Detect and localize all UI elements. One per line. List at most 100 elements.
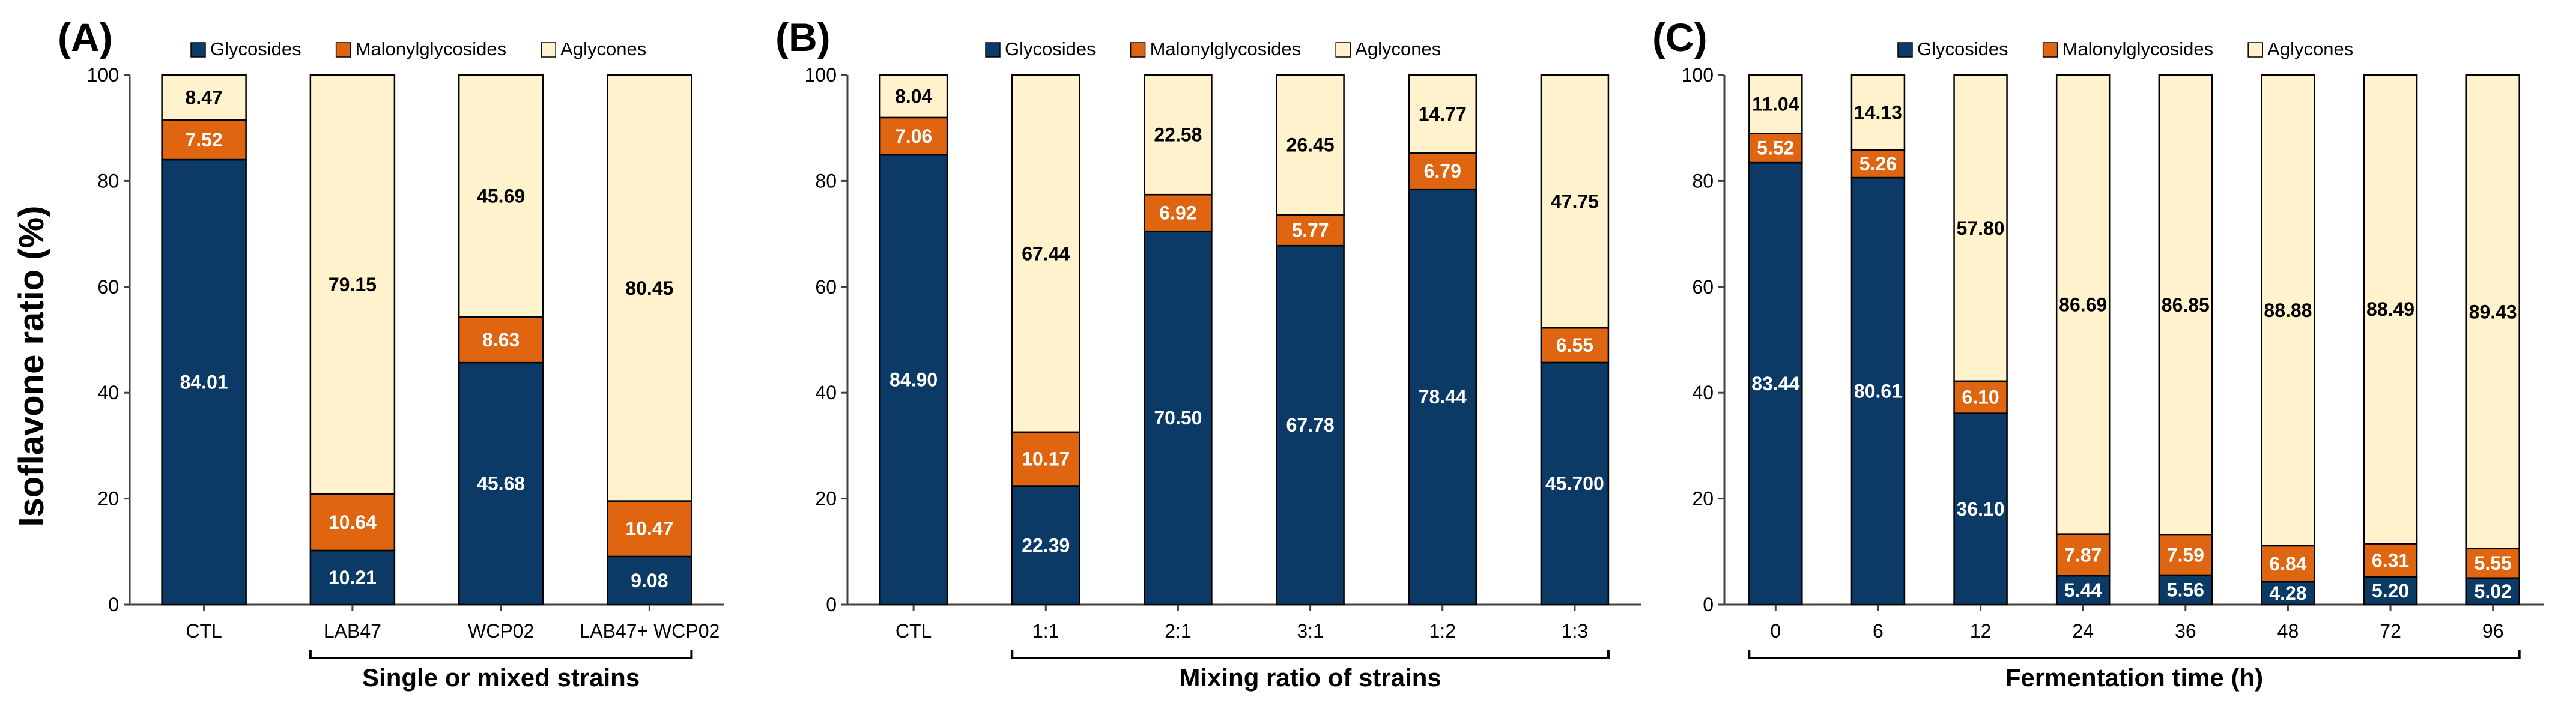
data-label: 84.90 xyxy=(889,369,938,391)
bar-stack: 4.28 6.84 88.88 xyxy=(2261,74,2315,606)
data-label: 5.26 xyxy=(1859,153,1897,175)
data-label: 10.47 xyxy=(625,518,673,540)
bar-stack: 22.39 10.17 67.44 xyxy=(1011,74,1080,606)
bar-stack: 84.01 7.52 8.47 xyxy=(161,74,247,606)
data-label: 88.88 xyxy=(2264,300,2312,321)
legend-swatch-malonylglycosides xyxy=(335,42,351,58)
data-label: 22.58 xyxy=(1154,124,1202,146)
data-label: 5.55 xyxy=(2474,552,2512,574)
bar-segment-glycosides xyxy=(1011,485,1080,606)
panel-1: (A) Glycosides Malonylglycosides Aglycones 0… xyxy=(58,15,724,692)
y-tick-label: 20 xyxy=(1692,488,1714,510)
bar-segment-aglycones xyxy=(1953,74,2008,382)
bar-stack: 70.50 6.92 22.58 xyxy=(1144,74,1213,606)
data-label: 5.02 xyxy=(2474,581,2512,602)
bar-stack: 36.10 6.10 57.80 xyxy=(1953,74,2008,606)
legend-label-aglycones: Aglycones xyxy=(1355,38,1441,59)
bar-segment-malonylglycosides xyxy=(1748,133,1803,164)
data-label: 7.06 xyxy=(895,125,932,147)
y-tick-label: 40 xyxy=(1692,382,1714,403)
bar-stack: 45.700 6.55 47.75 xyxy=(1540,74,1610,606)
y-tick-label: 20 xyxy=(97,488,119,510)
bar-segment-malonylglycosides xyxy=(2465,548,2520,579)
y-tick-label: 20 xyxy=(815,488,837,510)
y-tick-label: 0 xyxy=(1703,594,1714,615)
data-label: 6.84 xyxy=(2269,553,2306,575)
bar-stack: 5.44 7.87 86.69 xyxy=(2055,74,2111,606)
data-label: 6.10 xyxy=(1962,387,1999,408)
bar-stack: 5.56 7.59 86.85 xyxy=(2158,74,2213,606)
data-label: 89.43 xyxy=(2469,301,2517,322)
y-tick-label: 40 xyxy=(97,382,119,403)
bar-segment-aglycones xyxy=(1850,74,1906,151)
data-label: 5.56 xyxy=(2167,579,2204,600)
bar-stack: 5.02 5.55 89.43 xyxy=(2465,74,2520,606)
x-tick-label: CTL xyxy=(896,620,932,642)
x-tick-label: 24 xyxy=(2072,620,2094,642)
bar-segment-glycosides xyxy=(1144,230,1213,606)
legend-swatch-aglycones xyxy=(541,42,556,58)
bar-stack: 10.21 10.64 79.15 xyxy=(309,74,396,606)
y-tick-label: 100 xyxy=(805,64,837,86)
y-tick-label: 0 xyxy=(108,594,119,615)
data-label: 7.59 xyxy=(2167,544,2204,566)
data-label: 8.63 xyxy=(482,329,520,351)
bar-segment-malonylglycosides xyxy=(1953,380,2008,414)
bar-segment-aglycones xyxy=(2465,74,2520,550)
y-tick-label: 100 xyxy=(1682,64,1714,86)
y-tick-label: 60 xyxy=(97,276,119,298)
bar-segment-malonylglycosides xyxy=(458,316,544,364)
data-label: 45.68 xyxy=(477,473,525,495)
x-axis-bracket xyxy=(1748,650,2521,659)
x-tick-label: 96 xyxy=(2482,620,2504,642)
x-tick-label: 72 xyxy=(2380,620,2401,642)
data-label: 80.45 xyxy=(625,277,673,299)
data-label: 14.13 xyxy=(1854,101,1902,123)
x-axis-title: Mixing ratio of strains xyxy=(1179,663,1441,692)
data-label: 6.92 xyxy=(1159,202,1196,224)
x-tick-label: 1:1 xyxy=(1032,620,1059,642)
legend-swatch-aglycones xyxy=(1335,42,1351,58)
data-label: 26.45 xyxy=(1286,134,1335,156)
bar-stack: 80.61 5.26 14.13 xyxy=(1850,74,1906,606)
data-label: 8.47 xyxy=(185,86,222,108)
y-tick-label: 100 xyxy=(87,64,119,86)
data-label: 7.87 xyxy=(2064,544,2102,566)
data-label: 22.39 xyxy=(1022,534,1070,556)
bar-segment-aglycones xyxy=(1011,74,1080,433)
bar-segment-malonylglycosides xyxy=(1408,152,1477,190)
bar-stack: 45.68 8.63 45.69 xyxy=(458,74,544,606)
data-label: 78.44 xyxy=(1419,386,1467,408)
bar-segment-malonylglycosides xyxy=(1011,431,1080,487)
bar-segment-aglycones xyxy=(161,74,247,121)
data-label: 45.69 xyxy=(477,185,525,207)
x-tick-label: CTL xyxy=(186,620,222,642)
bar-segment-aglycones xyxy=(1748,74,1803,134)
legend-label-glycosides: Glycosides xyxy=(210,38,302,59)
bar-segment-malonylglycosides xyxy=(2158,534,2213,576)
bar-segment-glycosides xyxy=(458,361,544,606)
bar-segment-malonylglycosides xyxy=(1276,214,1345,247)
bar-segment-glycosides xyxy=(2055,575,2111,606)
bar-stack: 84.90 7.06 8.04 xyxy=(879,74,948,606)
data-label: 84.01 xyxy=(180,372,228,393)
x-tick-label: 1:3 xyxy=(1562,620,1588,642)
legend-swatch-malonylglycosides xyxy=(1130,42,1146,58)
x-tick-label: 3:1 xyxy=(1297,620,1323,642)
legend: Glycosides Malonylglycosides Aglycones xyxy=(1897,38,2353,59)
data-label: 45.700 xyxy=(1545,472,1604,494)
data-label: 9.08 xyxy=(631,570,668,591)
legend-label-aglycones: Aglycones xyxy=(560,38,646,59)
x-tick-label: WCP02 xyxy=(468,620,534,642)
data-label: 6.31 xyxy=(2372,549,2409,571)
data-label: 10.17 xyxy=(1022,448,1070,470)
y-tick-label: 60 xyxy=(815,276,837,298)
bar-segment-aglycones xyxy=(1276,74,1345,216)
legend-label-glycosides: Glycosides xyxy=(1917,38,2008,59)
legend: Glycosides Malonylglycosides Aglycones xyxy=(985,38,1441,59)
data-label: 70.50 xyxy=(1154,407,1202,429)
data-label: 86.85 xyxy=(2162,294,2210,316)
legend-swatch-aglycones xyxy=(2247,42,2263,58)
data-label: 11.04 xyxy=(1752,94,1799,115)
